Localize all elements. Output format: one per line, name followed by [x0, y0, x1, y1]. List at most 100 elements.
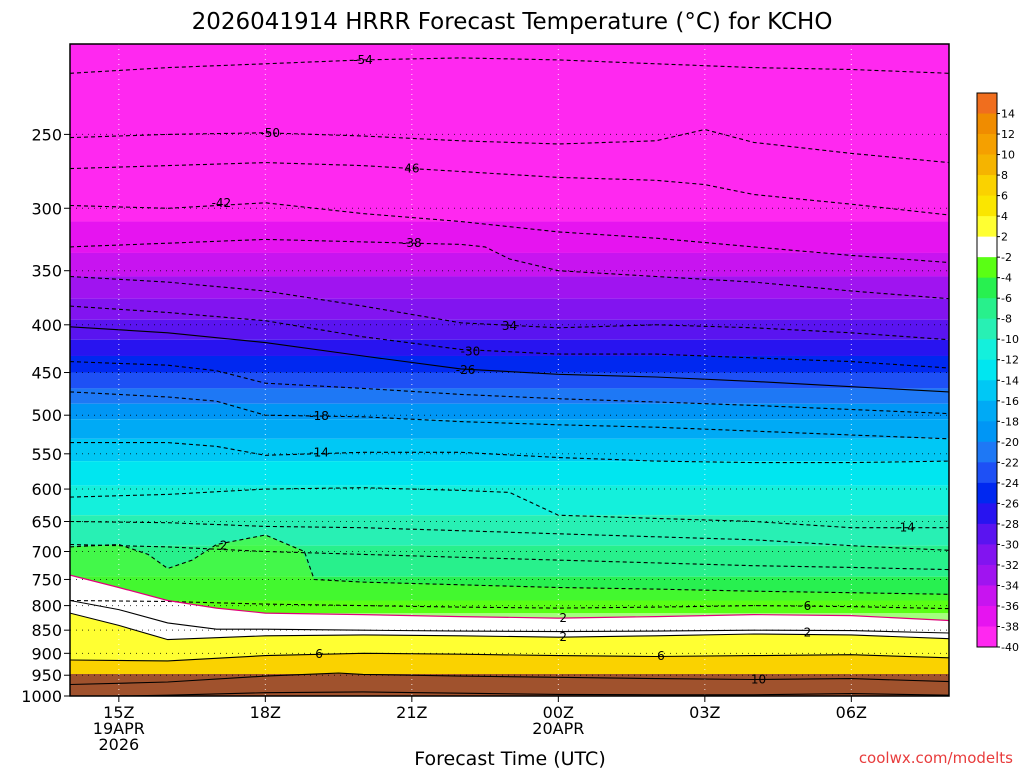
temp-band [70, 44, 949, 222]
colorbar-swatch [977, 298, 997, 320]
y-tick-label: 950 [31, 666, 62, 685]
temp-band [70, 419, 949, 439]
colorbar-label: 6 [1001, 190, 1008, 203]
colorbar-swatch [977, 462, 997, 484]
y-tick-label: 600 [31, 480, 62, 499]
colorbar-swatch [977, 113, 997, 135]
colorbar-swatch [977, 482, 997, 504]
contour-label: -54 [353, 53, 373, 67]
colorbar-label: -18 [1001, 415, 1019, 428]
contour-label: -50 [260, 126, 280, 140]
colorbar-swatch [977, 277, 997, 299]
colorbar-swatch [977, 134, 997, 155]
contour-line [70, 326, 949, 393]
colorbar-label: 2 [1001, 231, 1008, 244]
x-tick-label: 20APR [532, 719, 584, 738]
colorbar-swatch [977, 216, 997, 238]
colorbar-label: -12 [1001, 354, 1019, 367]
chart-title: 2026041914 HRRR Forecast Temperature (°C… [192, 9, 833, 35]
contour-line [70, 534, 949, 595]
temp-band [70, 403, 949, 420]
contour-line [70, 652, 949, 662]
colorbar-legend: 14 12 10 8 6 4 2 -2 -4 -6 -8 -10 -12 -14 -16 -18 -20 -22 -… [976, 92, 1019, 654]
temp-band [70, 485, 949, 516]
contour-line [70, 574, 949, 622]
contour-label: -18 [309, 409, 329, 423]
temp-band [70, 221, 949, 253]
colorbar-swatch [977, 564, 997, 586]
contour-line [70, 238, 949, 300]
x-axis-label: Forecast Time (UTC) [414, 748, 605, 768]
colorbar-border [976, 92, 998, 648]
colorbar-swatch [977, 523, 997, 545]
contour-line [70, 128, 949, 164]
colorbar-label: -14 [1001, 374, 1019, 387]
contour-label: 10 [751, 672, 766, 686]
contour-label: -14 [895, 521, 915, 535]
colorbar-swatch [977, 154, 997, 176]
contour-label: 34 [502, 319, 517, 333]
colorbar-swatch [977, 339, 997, 361]
terrain-fill [70, 674, 949, 696]
colorbar-swatch [977, 359, 997, 381]
colorbar-label: -40 [1001, 641, 1019, 654]
x-tick-label: 00Z [543, 703, 574, 722]
colorbar-label: -34 [1001, 579, 1019, 592]
contour-label: 6 [657, 649, 665, 663]
y-tick-label: 550 [31, 445, 62, 464]
temp-band [70, 355, 949, 373]
contour-line [70, 275, 949, 341]
contour-line [70, 162, 949, 216]
colorbar-swatch [977, 605, 997, 627]
colorbar-label: -26 [1001, 497, 1019, 510]
colorbar-swatch [977, 195, 997, 217]
colorbar-label: -16 [1001, 395, 1019, 408]
colorbar-label: -38 [1001, 620, 1019, 633]
colorbar-swatch [977, 380, 997, 402]
contour-label: -14 [309, 445, 329, 459]
colorbar-label: -20 [1001, 436, 1019, 449]
temp-band [70, 438, 949, 462]
contour-label: -30 [461, 344, 481, 358]
y-tick-label: 800 [31, 597, 62, 616]
contour-line [70, 391, 949, 440]
contour-label: 2 [804, 626, 812, 640]
contour-label: 2 [559, 630, 567, 644]
x-tick-label: 06Z [836, 703, 867, 722]
contour-label: 2 [559, 611, 567, 625]
temp-band [70, 252, 949, 277]
colorbar-swatch [977, 400, 997, 422]
y-tick-label: 650 [31, 512, 62, 531]
colorbar-label: -28 [1001, 518, 1019, 531]
contour-line [70, 305, 949, 369]
colorbar-swatch [977, 585, 997, 607]
colorbar-swatch [977, 236, 997, 258]
colorbar-label: -30 [1001, 538, 1019, 551]
contour-label: -38 [402, 236, 422, 250]
temp-band [70, 372, 949, 389]
y-tick-label: 900 [31, 644, 62, 663]
y-tick-label: 700 [31, 543, 62, 562]
y-tick-label: 450 [31, 364, 62, 383]
contour-line [70, 599, 949, 634]
colorbar-label: -32 [1001, 559, 1019, 572]
colorbar-label: -6 [1001, 292, 1012, 305]
colorbar-swatch [977, 626, 997, 648]
temp-band [70, 461, 949, 486]
contour-line [70, 487, 949, 529]
y-tick-label: 400 [31, 316, 62, 335]
colorbar-label: -24 [1001, 477, 1019, 490]
contour-line [85, 691, 949, 696]
y-tick-label: 1000 [21, 687, 62, 706]
colorbar-label: -4 [1001, 272, 1012, 285]
colorbar-swatch [977, 93, 997, 114]
temp-band [70, 276, 949, 299]
y-tick-label: 750 [31, 570, 62, 589]
colorbar-swatch [977, 257, 997, 279]
y-tick-label: 350 [31, 262, 62, 281]
x-tick-label: 15Z [103, 703, 134, 722]
contour-label: -2 [215, 539, 227, 553]
